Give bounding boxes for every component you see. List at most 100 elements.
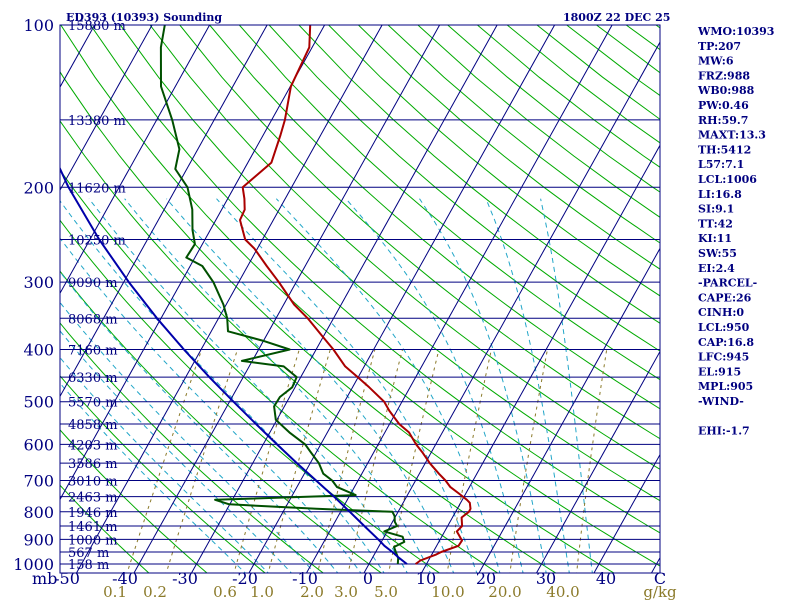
sounding-time: 1800Z 22 DEC 25 (563, 11, 670, 24)
stat-line: SW:55 (698, 247, 737, 260)
temperature-tick-label: 20 (476, 569, 496, 588)
stat-line: CAP:16.8 (698, 336, 754, 349)
height-label: 6330 m (68, 371, 118, 386)
stat-line: RH:59.7 (698, 114, 748, 127)
height-label: 567 m (68, 546, 109, 561)
dry-adiabat (119, 25, 660, 502)
dry-adiabat (268, 25, 660, 352)
chart-grid (60, 25, 660, 573)
height-label: 2463 m (68, 491, 118, 506)
mixing-ratio-tick-label: 1.0 (250, 583, 274, 600)
mixing-ratio-tick-label: 5.0 (374, 583, 398, 600)
stat-line: EHI:-1.7 (698, 425, 750, 438)
dry-adiabat (90, 25, 660, 534)
mixing-ratio-tick-label: 0.1 (103, 583, 127, 600)
height-label: 158 m (68, 558, 109, 573)
pressure-tick-label: 800 (23, 503, 54, 522)
height-label: 11620 m (68, 181, 126, 196)
stat-line: MW:6 (698, 55, 734, 68)
mixing-ratio-line (233, 349, 300, 573)
stat-line: EL:915 (698, 365, 741, 378)
chart-title: ED393 (10393) Sounding (66, 11, 222, 24)
stat-line: TP:207 (698, 40, 741, 53)
dry-adiabat (60, 322, 325, 573)
temperature-tick-label: -10 (292, 569, 318, 588)
isotherm-line (60, 25, 326, 501)
stat-line: CINH:0 (698, 306, 744, 319)
isotherms (60, 25, 660, 573)
isobars (60, 25, 660, 565)
stat-line: WMO:10393 (697, 25, 774, 38)
height-label: 3586 m (68, 457, 118, 472)
stat-line: -PARCEL- (698, 277, 757, 290)
dry-adiabat (60, 429, 208, 573)
mixing-ratio-lines (126, 349, 608, 573)
dry-adiabat (328, 25, 660, 297)
isotherm-line (535, 350, 660, 573)
isotherm-line (190, 25, 498, 573)
height-label: 1461 m (68, 520, 118, 535)
isotherm-line (75, 25, 383, 573)
dewpoint-profile (159, 25, 406, 565)
dry-adiabat (60, 169, 499, 573)
mixing-ratio-tick-label: 2.0 (300, 583, 324, 600)
mixing-ratio-tick-label: g/kg (643, 583, 677, 600)
pressure-tick-label: 200 (23, 178, 54, 197)
dry-adiabat (60, 484, 150, 573)
stat-line: PW:0.46 (698, 99, 749, 112)
mixing-ratio-tick-label: 40.0 (546, 583, 579, 600)
isotherm-line (363, 41, 660, 573)
height-label: 8068 m (68, 312, 118, 327)
stat-line: KI:11 (698, 232, 732, 245)
temperature-tick-label: -30 (172, 569, 198, 588)
pressure-tick-label: 600 (23, 435, 54, 454)
stat-line: FRZ:988 (698, 69, 750, 82)
moist-adiabat (88, 198, 408, 573)
dry-adiabat (298, 25, 660, 324)
height-label: 10250 m (68, 233, 126, 248)
dry-adiabat (60, 219, 441, 573)
height-label: 5570 m (68, 396, 118, 411)
isotherm-line (60, 25, 268, 398)
dry-adiabat (149, 25, 660, 470)
stat-line: -WIND- (698, 395, 744, 408)
plot-frame (59, 24, 661, 574)
stat-line: L57:7.1 (698, 158, 744, 171)
temperature-tick-label: 0 (363, 569, 373, 588)
height-label: 9090 m (68, 276, 118, 291)
isotherm-line (478, 247, 660, 573)
height-label: 4203 m (68, 438, 118, 453)
dry-adiabat (209, 25, 660, 410)
pressure-tick-label: 100 (23, 16, 54, 35)
mixing-ratio-tick-label: 0.6 (213, 583, 237, 600)
dry-adiabat (238, 25, 660, 381)
pressure-tick-label: 900 (23, 530, 54, 549)
dry-adiabat (60, 25, 660, 567)
height-label: 13380 m (68, 114, 126, 129)
mixing-ratio-tick-label: 3.0 (334, 583, 358, 600)
stat-line: LCL:1006 (698, 173, 757, 186)
stat-line: MPL:905 (698, 380, 753, 393)
moist-adiabat (60, 356, 269, 573)
temperature-tick-label: -40 (112, 569, 138, 588)
isotherm-line (593, 453, 660, 573)
dry-adiabat (179, 25, 660, 440)
isotherm-line (420, 144, 660, 573)
temperature-tick-label: -20 (232, 569, 258, 588)
profiles (60, 25, 472, 565)
stat-line: LCL:950 (698, 321, 750, 334)
dry-adiabat (60, 120, 557, 573)
isotherm-line (305, 25, 613, 573)
parcel-profile (60, 166, 408, 565)
mixing-ratio-tick-label: 10.0 (431, 583, 464, 600)
stat-line: LFC:945 (698, 351, 749, 364)
pressure-tick-label: 700 (23, 472, 54, 491)
stat-line: WB0:988 (697, 84, 755, 97)
temperature-tick-label: 30 (536, 569, 556, 588)
pressure-tick-label: 500 (23, 393, 54, 412)
stat-line: SI:9.1 (698, 203, 734, 216)
pressure-tick-label: 1000 (13, 555, 54, 574)
height-label: 1946 m (68, 506, 118, 521)
